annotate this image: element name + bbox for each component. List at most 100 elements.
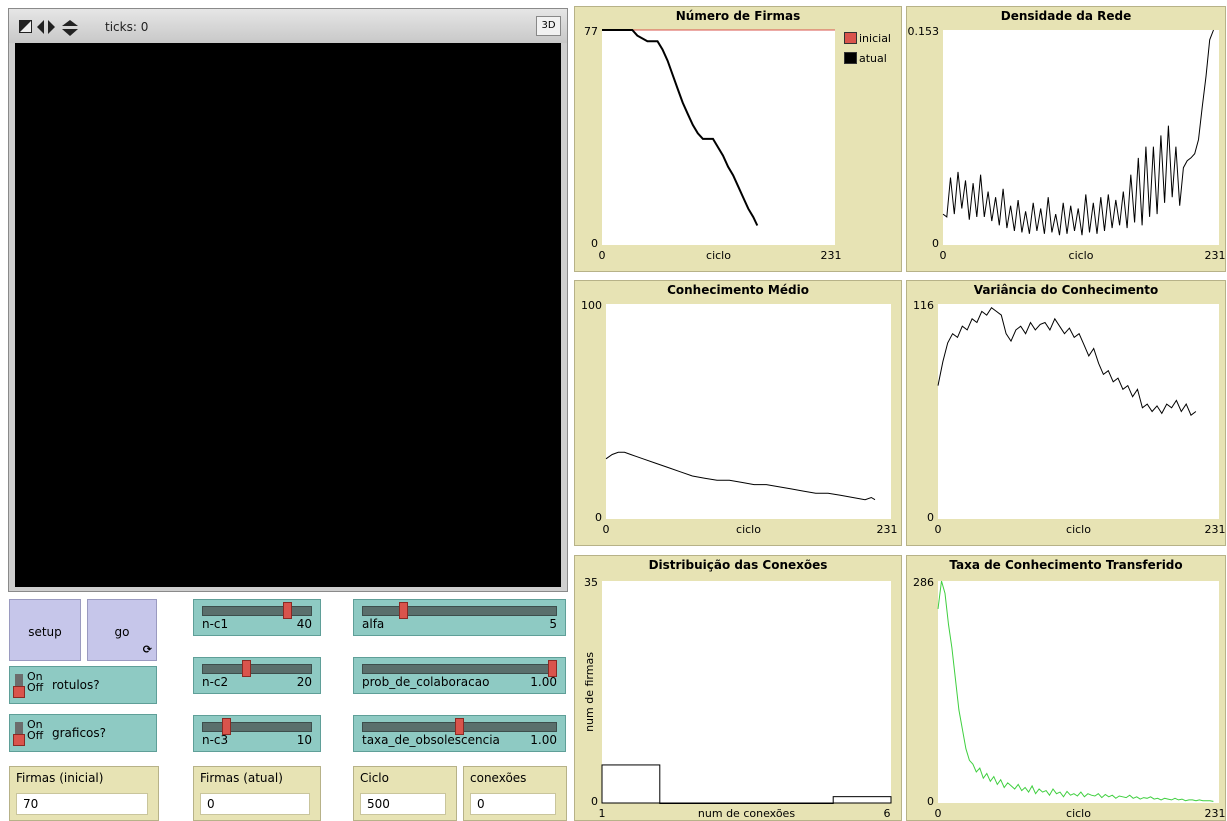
switch-label: rotulos? xyxy=(52,678,100,692)
switch-on-label: On xyxy=(27,718,43,731)
x-tick-min: 0 xyxy=(940,249,947,262)
monitor-firmas-atual: Firmas (atual) 0 xyxy=(193,766,321,821)
plot-title: Número de Firmas xyxy=(675,9,801,23)
x-tick-max: 231 xyxy=(1205,523,1226,536)
slider-n-c1[interactable]: n-c1 40 xyxy=(193,599,321,636)
histogram-bar xyxy=(659,802,719,804)
slider-n-c2[interactable]: n-c2 20 xyxy=(193,657,321,694)
speed-edit-icon[interactable] xyxy=(19,20,33,34)
y-tick-max: 35 xyxy=(584,576,598,589)
slider-thumb[interactable] xyxy=(455,718,464,735)
slider-value: 40 xyxy=(296,617,312,631)
monitor-value: 500 xyxy=(360,793,446,815)
3d-view-button[interactable]: 3D xyxy=(536,16,561,36)
legend-swatch xyxy=(844,52,857,64)
slider-track[interactable] xyxy=(362,606,557,616)
slider-name: taxa_de_obsolescencia xyxy=(362,733,500,747)
slider-track[interactable] xyxy=(202,664,312,674)
rotulos-switch[interactable]: On Off rotulos? xyxy=(9,666,157,704)
x-axis-label: ciclo xyxy=(706,249,731,262)
plot-area xyxy=(938,304,1219,519)
graficos-switch[interactable]: On Off graficos? xyxy=(9,714,157,752)
histogram-bar xyxy=(717,802,776,804)
x-tick-max: 231 xyxy=(1205,249,1226,262)
series-line xyxy=(602,29,759,226)
plot-area xyxy=(943,30,1219,245)
ticks-counter: ticks: 0 xyxy=(105,20,149,34)
x-axis-label: ciclo xyxy=(1066,523,1091,536)
slider-n-c3[interactable]: n-c3 10 xyxy=(193,715,321,752)
go-button-label: go xyxy=(114,625,130,639)
plot-area xyxy=(602,581,891,803)
slider-thumb[interactable] xyxy=(222,718,232,735)
slider-thumb[interactable] xyxy=(242,660,252,677)
slider-prob-de-colaboracao[interactable]: prob_de_colaboracao 1.00 xyxy=(353,657,566,694)
slider-value: 20 xyxy=(296,675,312,689)
slider-track[interactable] xyxy=(202,722,312,732)
monitor-label: conexões xyxy=(470,771,527,785)
x-axis-label: ciclo xyxy=(1066,807,1091,820)
plot-densidade-da-rede: 0.153 0 0 231 ciclo Densidade da Rede xyxy=(906,6,1226,272)
plot-svg: 100 00 231 ciclo xyxy=(581,299,898,536)
legend-item-atual: atual xyxy=(844,52,887,65)
plot-area xyxy=(602,30,835,245)
setup-button-label: setup xyxy=(28,625,62,639)
y-tick-max: 100 xyxy=(581,299,602,312)
slider-value: 10 xyxy=(296,733,312,747)
slider-track[interactable] xyxy=(362,664,557,674)
setup-button[interactable]: setup xyxy=(9,599,81,661)
y-tick-min: 0 xyxy=(927,795,934,808)
slider-name: n-c2 xyxy=(202,675,229,689)
plot-title: Distribuição das Conexões xyxy=(648,558,828,572)
forever-icon: ⟳ xyxy=(142,643,152,656)
x-axis-label: num de conexões xyxy=(698,807,795,820)
vertical-arrows-icon[interactable] xyxy=(61,20,78,36)
go-button[interactable]: go ⟳ xyxy=(87,599,157,661)
plot-svg: 77 00 231 ciclo xyxy=(584,25,842,262)
histogram-bar xyxy=(774,802,834,804)
plot-area xyxy=(606,304,891,519)
histogram-bar xyxy=(832,796,892,804)
plot-title: Variância do Conhecimento xyxy=(973,283,1159,297)
x-tick-min: 0 xyxy=(599,249,606,262)
histogram-bar xyxy=(601,764,661,804)
slider-thumb[interactable] xyxy=(399,602,409,619)
slider-name: prob_de_colaboracao xyxy=(362,675,490,689)
plot-numero-de-firmas: 77 0 0 231 ciclo Número de Firmas inicial at… xyxy=(574,6,902,272)
monitor-value: 70 xyxy=(16,793,148,815)
slider-value: 1.00 xyxy=(530,675,557,689)
slider-alfa[interactable]: alfa 5 xyxy=(353,599,566,636)
slider-taxa-de-obsolescencia[interactable]: taxa_de_obsolescencia 1.00 xyxy=(353,715,566,752)
slider-thumb[interactable] xyxy=(548,660,557,677)
switch-on-label: On xyxy=(27,670,43,683)
legend-item-inicial: inicial xyxy=(844,32,891,45)
series-line xyxy=(942,29,1214,236)
legend-swatch xyxy=(844,32,857,44)
switch-knob[interactable] xyxy=(13,734,25,746)
slider-thumb[interactable] xyxy=(282,602,292,619)
view-toolbar: ticks: 0 3D xyxy=(9,9,567,43)
y-tick-max: 0.153 xyxy=(908,25,940,38)
monitor-label: Firmas (inicial) xyxy=(16,771,104,785)
slider-track[interactable] xyxy=(202,606,312,616)
x-axis-label: ciclo xyxy=(736,523,761,536)
plot-svg: 286 00 231 ciclo xyxy=(913,576,1226,820)
world-canvas[interactable] xyxy=(15,43,561,587)
x-tick-min: 1 xyxy=(599,807,606,820)
world-view: ticks: 0 3D xyxy=(8,8,568,592)
legend-label: atual xyxy=(859,52,887,65)
monitor-label: Ciclo xyxy=(360,771,389,785)
y-tick-max: 116 xyxy=(913,299,934,312)
slider-value: 5 xyxy=(549,617,557,631)
y-tick-min: 0 xyxy=(927,511,934,524)
switch-knob[interactable] xyxy=(13,686,25,698)
plot-svg: 116 00 231 ciclo xyxy=(913,299,1226,536)
plot-distribuicao-das-conexoes: 35 0 1 6 num de conexões num de firmas Distri… xyxy=(574,555,902,821)
y-tick-min: 0 xyxy=(932,237,939,250)
x-tick-max: 231 xyxy=(821,249,842,262)
horizontal-arrows-icon[interactable] xyxy=(37,20,55,34)
switch-off-label: Off xyxy=(27,729,44,742)
plot-title: Taxa de Conhecimento Transferido xyxy=(949,558,1183,572)
monitor-ciclo: Ciclo 500 xyxy=(353,766,457,821)
